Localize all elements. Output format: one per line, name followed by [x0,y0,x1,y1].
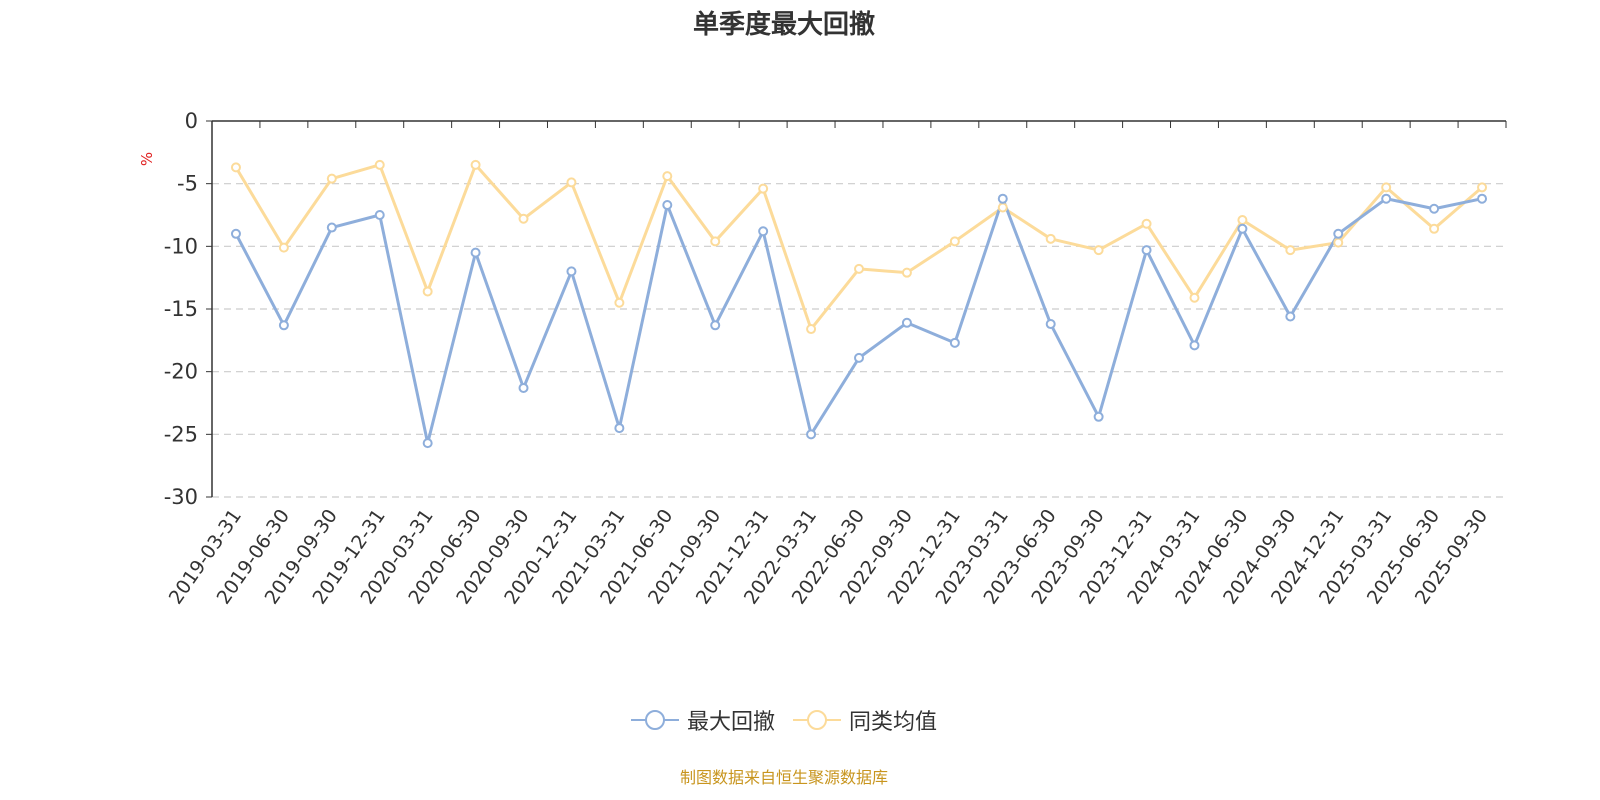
data-point-max-drawdown [1189,340,1200,351]
legend-label-max-drawdown: 最大回撤 [686,710,775,735]
data-point-max-drawdown [1045,319,1056,330]
data-point-peer-average [1045,233,1056,244]
data-point-max-drawdown [710,320,721,331]
data-point-peer-average [997,202,1008,213]
line-chart: 0-5-10-15-20-25-302019-03-312019-06-3020… [164,109,1507,608]
data-point-peer-average [278,242,289,253]
data-point-max-drawdown [614,423,625,434]
data-point-peer-average [1189,292,1200,303]
legend-line-circle-icon [630,710,679,730]
data-point-max-drawdown [806,429,817,440]
data-point-max-drawdown [854,352,864,363]
data-point-max-drawdown [1477,193,1488,204]
data-point-peer-average [1093,245,1104,256]
y-tick-label: -25 [164,422,198,446]
legend-label-peer-average: 同类均值 [849,710,938,735]
data-point-peer-average [566,177,577,188]
legend-item-peer-average[interactable]: 同类均值 [793,704,937,736]
data-point-max-drawdown [901,317,912,328]
data-point-peer-average [230,162,241,173]
legend: 最大回撤 同类均值 [0,704,1568,736]
data-point-max-drawdown [1141,245,1152,256]
data-point-max-drawdown [1237,223,1248,234]
data-point-peer-average [901,267,912,278]
data-point-max-drawdown [278,320,289,331]
series-line-peer-average [234,163,1484,331]
data-point-max-drawdown [1093,411,1104,422]
data-point-peer-average [949,236,960,247]
y-tick-label: 0 [185,109,198,133]
data-point-max-drawdown [374,210,385,220]
data-point-peer-average [758,183,769,194]
data-point-max-drawdown [230,228,241,239]
data-point-max-drawdown [1429,203,1440,214]
data-point-max-drawdown [1381,193,1392,204]
y-tick-label: -10 [164,234,198,258]
data-point-peer-average [1429,223,1440,234]
data-point-peer-average [1477,182,1488,193]
data-point-peer-average [662,171,673,182]
series-line-max-drawdown [234,197,1483,445]
y-tick-label: -5 [177,172,198,196]
data-point-peer-average [1141,218,1152,229]
legend-line-circle-icon [793,710,841,730]
data-point-max-drawdown [566,266,577,277]
data-point-max-drawdown [422,438,433,449]
data-point-peer-average [1285,245,1296,256]
data-point-peer-average [1381,182,1392,193]
data-point-max-drawdown [949,337,960,348]
data-point-max-drawdown [997,193,1008,204]
data-point-max-drawdown [470,247,481,258]
data-point-peer-average [614,297,625,308]
y-tick-label: -15 [164,297,198,321]
data-point-max-drawdown [1333,228,1344,239]
data-source-note: 制图数据来自恒生聚源数据库 [679,768,888,787]
data-point-peer-average [470,159,481,170]
data-point-peer-average [806,324,817,335]
y-tick-label: -30 [164,485,198,509]
data-point-peer-average [518,213,529,224]
data-point-max-drawdown [326,222,337,233]
chart-title: 单季度最大回撤 [692,10,875,40]
data-point-peer-average [1237,215,1248,226]
data-point-max-drawdown [662,199,673,210]
data-point-peer-average [374,159,385,170]
data-point-max-drawdown [758,226,769,237]
data-point-max-drawdown [1285,311,1296,322]
y-tick-label: -20 [164,360,198,384]
data-point-peer-average [1333,237,1344,248]
legend-item-max-drawdown[interactable]: 最大回撤 [630,704,775,736]
data-point-peer-average [710,236,721,247]
data-point-peer-average [422,286,433,297]
data-point-peer-average [326,173,337,184]
data-point-peer-average [854,263,864,274]
data-point-max-drawdown [518,382,529,393]
